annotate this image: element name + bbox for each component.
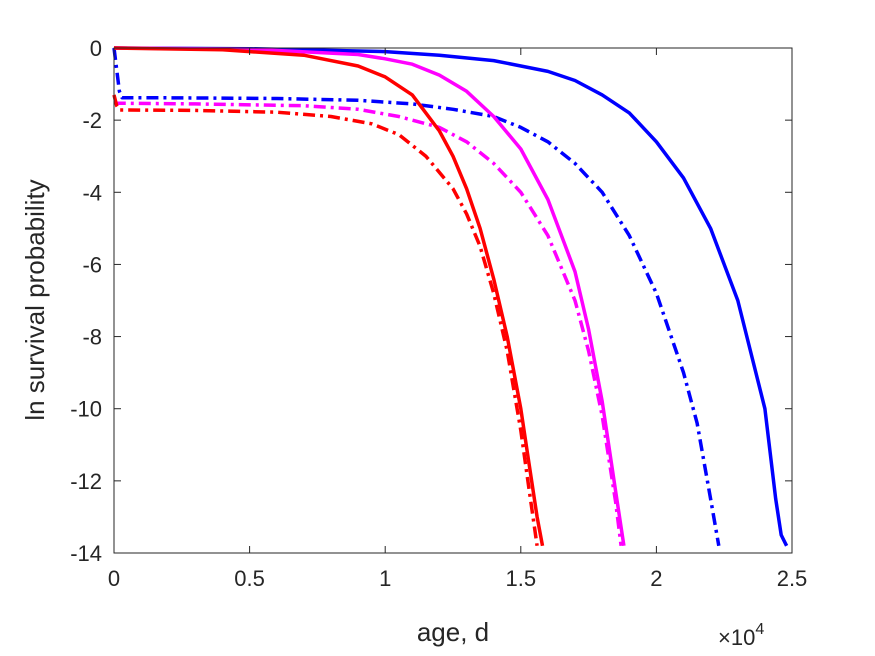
series-line-6	[112, 94, 539, 547]
y-tick-label: -12	[70, 469, 102, 494]
series-line-1	[113, 46, 789, 547]
y-tick-label: -2	[82, 108, 102, 133]
x-exponent-label: ×104	[718, 621, 764, 650]
x-tick-label: 1.5	[506, 566, 537, 591]
y-tick-label: -4	[82, 180, 102, 205]
y-tick-label: -14	[70, 541, 102, 566]
y-tick-label: -8	[82, 325, 102, 350]
y-tick-label: 0	[90, 36, 102, 61]
plot-box	[113, 47, 793, 554]
y-axis-label: ln survival probability	[20, 179, 50, 420]
x-exponent-base: ×10	[718, 625, 755, 650]
x-tick-label: 0.5	[234, 566, 265, 591]
series-layer	[112, 46, 789, 547]
series-line-4	[113, 100, 623, 547]
x-axis-label: age, d	[417, 617, 489, 647]
series-line-2	[112, 47, 721, 547]
y-tick-label: -6	[82, 252, 102, 277]
x-tick-label: 1	[379, 566, 391, 591]
x-exponent-power: 4	[755, 621, 764, 638]
ticks-layer: 0 0.5 1 1.5 2 2.5 0 -2 -4 -6 -8 -10 -12 -14	[70, 36, 807, 591]
series-line-5	[113, 46, 545, 547]
x-tick-label: 2	[650, 566, 662, 591]
x-tick-label: 2.5	[777, 566, 808, 591]
series-line-3	[113, 46, 626, 547]
y-tick-label: -10	[70, 397, 102, 422]
x-tick-label: 0	[108, 566, 120, 591]
